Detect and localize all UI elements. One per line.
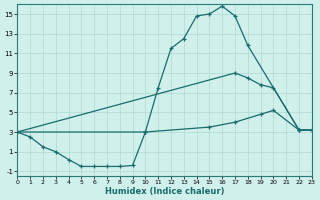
X-axis label: Humidex (Indice chaleur): Humidex (Indice chaleur) — [105, 187, 224, 196]
